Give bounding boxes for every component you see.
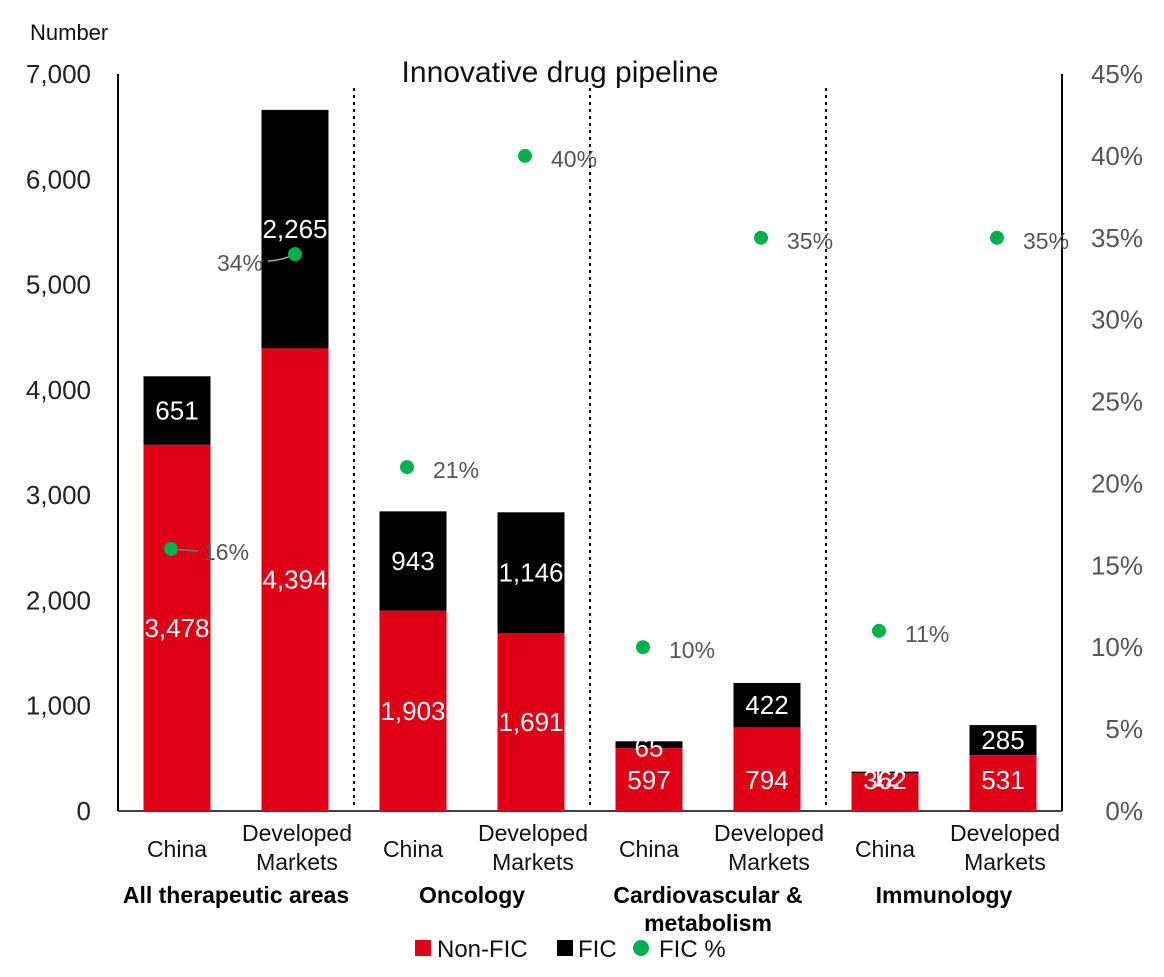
y-tick-label: 6,000: [26, 164, 91, 194]
legend: Non-FIC FIC FIC %: [415, 936, 726, 963]
category-label: China: [855, 836, 915, 862]
y-tick-label: 2,000: [26, 585, 91, 615]
fic-pct-label: 11%: [905, 621, 949, 647]
bar-fic: [851, 771, 919, 773]
fic-pct-dot: [636, 640, 650, 655]
y-tick-label: 1,000: [26, 691, 91, 721]
fic-value-label: 2,265: [262, 214, 327, 244]
fic-value-label: 12: [871, 763, 900, 793]
category-label: Markets: [728, 849, 810, 875]
y-tick-label: 0: [77, 796, 91, 826]
bar-fic: [615, 741, 683, 749]
legend-label-non-fic: Non-FIC: [437, 936, 528, 963]
category-label: Markets: [256, 849, 338, 875]
fic-value-label: 285: [981, 725, 1024, 755]
bar-fic: [143, 376, 211, 445]
non-fic-value-label: 4,394: [262, 565, 327, 595]
fic-pct-dot: [288, 247, 302, 262]
fic-value-label: 943: [391, 546, 434, 576]
fic-pct-dot: [164, 541, 178, 556]
y2-tick-label: 5%: [1105, 714, 1143, 744]
fic-pct-dot: [400, 460, 414, 475]
non-fic-value-label: 1,903: [380, 696, 445, 726]
y-tick-label: 7,000: [26, 59, 91, 89]
non-fic-value-label: 3,478: [144, 613, 209, 643]
bar-non-fic: [261, 348, 329, 811]
y2-tick-label: 30%: [1091, 305, 1143, 335]
group-label: metabolism: [644, 910, 772, 936]
group-label: All therapeutic areas: [123, 882, 349, 908]
group-label: Cardiovascular &: [613, 882, 802, 908]
category-label: Developed: [242, 820, 352, 846]
bar-fic: [379, 511, 447, 611]
bar-non-fic: [851, 772, 919, 811]
legend-swatch-non-fic: [415, 940, 431, 956]
y2-tick-label: 0%: [1105, 796, 1143, 826]
y2-tick-label: 20%: [1091, 468, 1143, 498]
fic-value-label: 422: [745, 690, 788, 720]
category-label: Markets: [964, 849, 1046, 875]
bar-non-fic: [143, 444, 211, 811]
group-label: Immunology: [876, 882, 1013, 908]
non-fic-value-label: 597: [627, 765, 670, 795]
fic-pct-dot: [990, 230, 1004, 245]
y2-tick-label: 45%: [1091, 59, 1143, 89]
fic-pct-label: 34%: [217, 250, 263, 276]
legend-swatch-fic-pct: [633, 940, 649, 956]
y-tick-label: 5,000: [26, 270, 91, 300]
category-label: Developed: [478, 820, 588, 846]
group-label: Oncology: [419, 882, 525, 908]
y2-tick-label: 10%: [1091, 632, 1143, 662]
fic-pct-dot: [518, 148, 532, 163]
y-axis-title: Number: [30, 20, 108, 45]
bar-non-fic: [497, 632, 565, 811]
bar-non-fic: [969, 755, 1037, 811]
fic-value-label: 651: [155, 396, 198, 426]
y2-tick-label: 40%: [1091, 141, 1143, 171]
bar-fic: [733, 682, 801, 728]
y2-tick-label: 25%: [1091, 387, 1143, 417]
plot-area: 0 1,000 2,000 3,000 4,000 5,000 6,000 7,000 0% 5%…: [26, 59, 1143, 936]
category-label: Developed: [950, 820, 1060, 846]
y-tick-label: 3,000: [26, 480, 91, 510]
fic-pct-dot: [872, 623, 886, 638]
category-label: China: [383, 836, 443, 862]
fic-pct-label: 35%: [787, 228, 833, 254]
fic-pct-label: 40%: [551, 146, 597, 172]
non-fic-value-label: 794: [745, 765, 788, 795]
y2-tick-label: 35%: [1091, 223, 1143, 253]
fic-pct-label: 21%: [433, 457, 479, 483]
fic-value-label: 65: [635, 732, 664, 762]
fic-pct-label: 10%: [669, 637, 715, 663]
category-label: Developed: [714, 820, 824, 846]
fic-pct-label: 35%: [1023, 228, 1069, 254]
chart-title: Innovative drug pipeline: [402, 56, 719, 89]
bar-fic: [969, 725, 1037, 756]
legend-swatch-fic: [557, 940, 573, 956]
non-fic-value-label: 362: [863, 765, 906, 795]
bar-fic: [497, 512, 565, 633]
y-tick-label: 4,000: [26, 375, 91, 405]
category-label: China: [147, 836, 207, 862]
bar-fic: [261, 109, 329, 349]
bar-non-fic: [379, 610, 447, 811]
category-label: Markets: [492, 849, 574, 875]
category-label: China: [619, 836, 679, 862]
fic-pct-dot: [754, 230, 768, 245]
legend-label-fic: FIC: [578, 936, 617, 963]
y2-tick-label: 15%: [1091, 550, 1143, 580]
fic-value-label: 1,146: [498, 558, 563, 588]
bar-non-fic: [733, 727, 801, 811]
non-fic-value-label: 531: [981, 765, 1024, 795]
fic-pct-label: 16%: [203, 539, 249, 565]
legend-label-fic-pct: FIC %: [659, 936, 726, 963]
bar-non-fic: [615, 748, 683, 811]
non-fic-value-label: 1,691: [498, 707, 563, 737]
